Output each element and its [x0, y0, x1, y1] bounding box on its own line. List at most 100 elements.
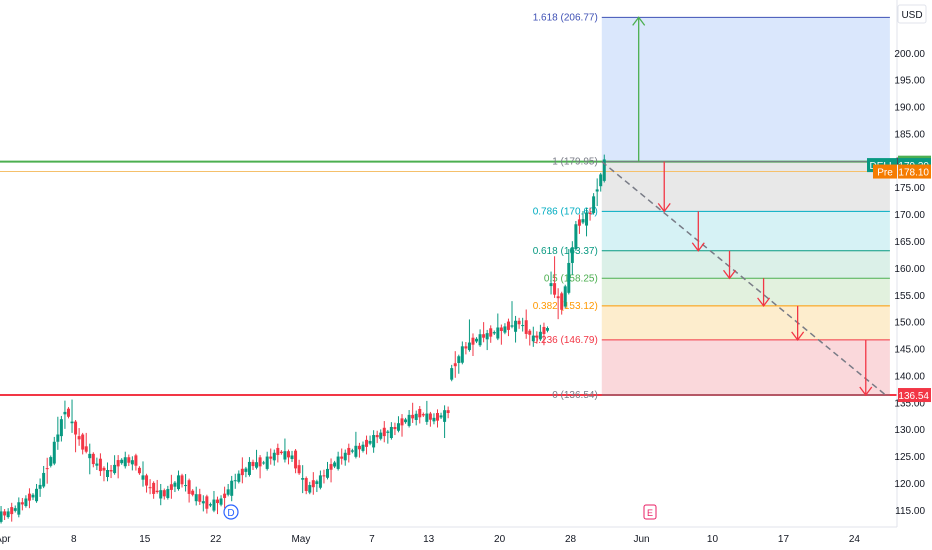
- currency-label[interactable]: USD: [901, 10, 922, 21]
- dividend-marker[interactable]: D: [223, 504, 239, 520]
- candle-body: [464, 346, 468, 349]
- candle-body: [63, 411, 67, 415]
- down-arrow-head: [691, 242, 705, 252]
- candle-body: [38, 484, 42, 489]
- candle-body: [436, 412, 440, 421]
- candle-body: [212, 499, 216, 511]
- candle-body: [27, 493, 31, 501]
- candle-body: [230, 480, 234, 496]
- candle-body: [538, 331, 542, 340]
- projection-arrows: [632, 16, 873, 397]
- candle-body: [315, 481, 319, 484]
- candle-body: [496, 327, 500, 339]
- candle-body: [340, 456, 344, 459]
- candle-body: [258, 457, 262, 467]
- candle-body: [13, 508, 17, 511]
- candle-body: [88, 453, 92, 459]
- trend-projection: [601, 161, 887, 396]
- price-badge-prefix-bg: [873, 164, 897, 179]
- candle-body: [489, 328, 493, 337]
- price-tick-label: 195.00: [894, 76, 925, 87]
- candle-body: [10, 507, 14, 515]
- candle-body: [269, 456, 273, 459]
- candle-body: [31, 494, 35, 498]
- candle-body: [162, 490, 166, 497]
- candle-body: [24, 498, 28, 507]
- candle-body: [343, 452, 347, 461]
- candle-body: [276, 447, 280, 455]
- candle-body: [311, 480, 315, 488]
- candle-body: [35, 488, 39, 502]
- price-tick-label: 185.00: [894, 129, 925, 140]
- time-tick-label: 15: [139, 534, 151, 545]
- candle-body: [382, 427, 386, 437]
- currency-button[interactable]: [897, 4, 927, 24]
- candle-body: [102, 467, 106, 471]
- time-tick-label: 22: [210, 534, 222, 545]
- down-arrow-head: [859, 386, 873, 397]
- candle-body: [219, 498, 223, 505]
- candle-body: [400, 418, 404, 426]
- price-tick-label: 170.00: [894, 210, 925, 221]
- price-tick-label: 175.00: [894, 183, 925, 194]
- candle-body: [563, 286, 567, 307]
- candle-body: [123, 457, 127, 467]
- candle-body: [145, 475, 149, 486]
- candle-body: [329, 464, 333, 470]
- fib-level-label: 0.5 (158.25): [544, 273, 598, 284]
- time-tick-label: Jun: [633, 534, 649, 545]
- candle-body: [52, 441, 56, 464]
- price-tick-label: 155.00: [894, 291, 925, 302]
- time-tick-label: 7: [369, 534, 375, 545]
- candle-body: [432, 417, 436, 422]
- candle-body: [595, 189, 599, 192]
- candle-body: [333, 462, 337, 467]
- price-badge-value: 178.10: [898, 168, 929, 179]
- fib-level-label: 0.618 (163.37): [533, 246, 598, 257]
- dividend-circle-icon[interactable]: [223, 504, 239, 520]
- candle-body: [326, 468, 330, 478]
- candle-body: [556, 296, 560, 299]
- candle-body: [414, 413, 418, 420]
- fib-zone: [601, 278, 890, 306]
- candle-body: [3, 511, 7, 516]
- time-tick-label: 17: [778, 534, 790, 545]
- candle-body: [521, 325, 525, 327]
- candle-body: [159, 490, 163, 499]
- fib-level-label: 1.618 (206.77): [533, 12, 598, 23]
- price-axis-bg: [897, 0, 932, 550]
- candle-body: [255, 462, 259, 468]
- candle-body: [567, 262, 571, 293]
- candle-body: [262, 462, 266, 464]
- candle-body: [201, 501, 205, 504]
- candle-body: [120, 459, 124, 464]
- price-tick-label: 150.00: [894, 318, 925, 329]
- candle-body: [180, 475, 184, 485]
- candle-body: [439, 415, 443, 418]
- candle-body: [137, 467, 141, 474]
- earnings-box-icon[interactable]: [643, 504, 657, 520]
- candle-body: [66, 408, 70, 417]
- candle-body: [553, 283, 557, 295]
- fib-zone: [601, 339, 890, 396]
- candle-body: [365, 439, 369, 447]
- candle-body: [290, 455, 294, 459]
- candle-body: [247, 461, 251, 475]
- candle-body: [375, 435, 379, 438]
- candle-body: [45, 468, 49, 470]
- candle-body: [471, 337, 475, 345]
- earnings-marker[interactable]: E: [643, 504, 657, 520]
- fib-level-label: 0.236 (146.79): [533, 335, 598, 346]
- candle-body: [6, 511, 10, 518]
- fib-zones: [601, 17, 890, 396]
- candle-body: [272, 452, 276, 461]
- down-arrow-head: [791, 331, 805, 341]
- candle-body: [478, 334, 482, 346]
- time-tick-label: 8: [71, 534, 77, 545]
- candle-body: [95, 463, 99, 466]
- candle-body: [173, 482, 177, 487]
- candle-body: [244, 468, 248, 472]
- candle-body: [42, 472, 46, 487]
- candle-body: [347, 447, 351, 455]
